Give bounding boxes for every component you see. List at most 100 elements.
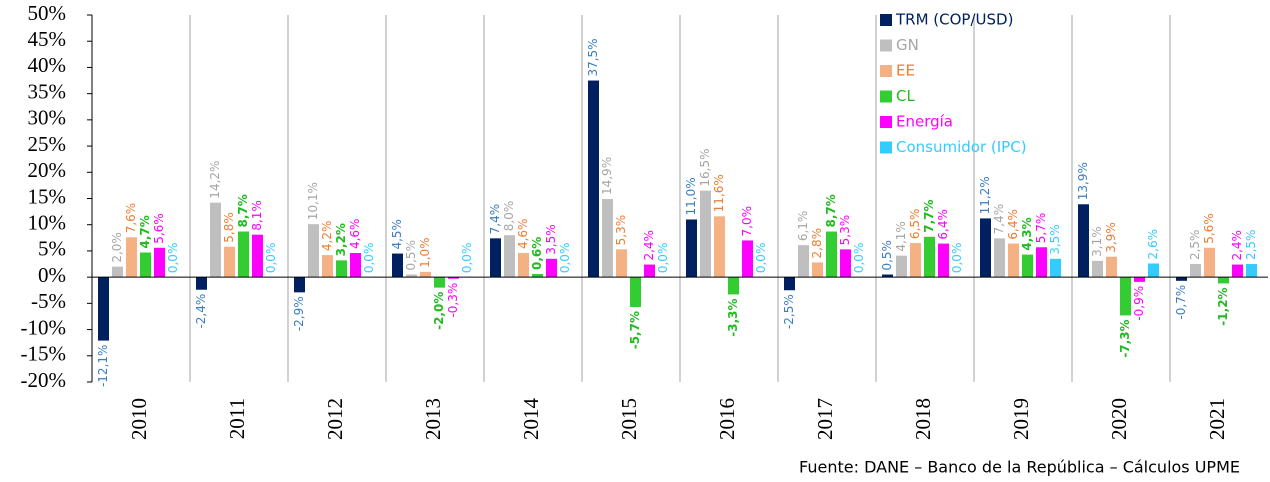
- value-label: 3,9%: [1104, 222, 1118, 253]
- y-tick-label: 40%: [28, 53, 67, 77]
- value-label: 0,0%: [362, 243, 376, 274]
- value-label: 5,3%: [838, 215, 852, 246]
- value-label: -0,3%: [446, 283, 460, 318]
- bar: [294, 277, 305, 293]
- y-tick-label: 5%: [38, 237, 66, 261]
- value-label: 5,6%: [152, 213, 166, 244]
- bar: [420, 271, 431, 278]
- y-tick-label: 20%: [28, 158, 67, 182]
- value-label: 4,2%: [320, 221, 334, 252]
- bar: [532, 273, 543, 278]
- value-label: 0,0%: [656, 243, 670, 274]
- bar: [224, 246, 235, 278]
- value-label: 7,4%: [992, 204, 1006, 235]
- x-tick-label: 2021: [1205, 398, 1229, 440]
- bar: [616, 249, 627, 278]
- y-tick-label: -5%: [31, 289, 66, 313]
- value-label: 8,7%: [824, 194, 838, 227]
- bar: [1204, 247, 1215, 278]
- bar: [630, 277, 641, 308]
- x-tick-label: 2019: [1009, 398, 1033, 440]
- value-label: 3,2%: [334, 223, 348, 256]
- value-label: 0,0%: [558, 243, 572, 274]
- value-label: 0,5%: [880, 240, 894, 271]
- bar: [1022, 254, 1033, 278]
- bar: [980, 218, 991, 278]
- bar: [154, 247, 165, 278]
- value-label: 0,0%: [460, 243, 474, 274]
- bar: [1036, 247, 1047, 278]
- value-label: 6,4%: [936, 209, 950, 240]
- value-label: 7,0%: [740, 206, 754, 237]
- bar: [826, 231, 837, 278]
- bar: [686, 219, 697, 278]
- value-label: 10,1%: [306, 182, 320, 220]
- value-label: 8,0%: [502, 201, 516, 232]
- y-tick-label: 0%: [38, 263, 66, 287]
- value-label: 0,6%: [530, 237, 544, 270]
- bar: [728, 277, 739, 295]
- bar: [112, 266, 123, 278]
- value-label: 8,1%: [250, 200, 264, 231]
- value-label: 5,8%: [222, 212, 236, 243]
- value-label: -12,1%: [96, 345, 110, 387]
- value-label: 4,7%: [138, 215, 152, 248]
- bar: [1218, 277, 1229, 284]
- value-label: 6,1%: [796, 211, 810, 242]
- value-label: -3,3%: [726, 298, 740, 336]
- legend-label: TRM (COP/USD): [895, 11, 1013, 29]
- x-tick-label: 2015: [617, 398, 641, 440]
- value-label: 3,5%: [1048, 224, 1062, 255]
- value-label: 37,5%: [586, 38, 600, 76]
- y-tick-label: 15%: [28, 184, 67, 208]
- value-label: 4,6%: [516, 219, 530, 250]
- bar: [322, 255, 333, 278]
- value-label: -2,0%: [432, 292, 446, 330]
- bar: [994, 238, 1005, 278]
- y-tick-label: 35%: [28, 79, 67, 103]
- bar: [882, 274, 893, 278]
- bar: [140, 252, 151, 278]
- bar: [644, 264, 655, 278]
- value-label: 2,6%: [1146, 229, 1160, 260]
- bar: [588, 80, 599, 278]
- value-label: -0,9%: [1132, 286, 1146, 321]
- bar: [350, 253, 361, 278]
- legend-label: CL: [896, 87, 915, 105]
- legend-swatch: [880, 90, 892, 103]
- y-tick-label: -10%: [21, 315, 67, 339]
- bar: [238, 231, 249, 278]
- bar: [504, 235, 515, 278]
- value-label: -0,7%: [1174, 285, 1188, 320]
- bar: [1176, 277, 1187, 281]
- value-label: -7,3%: [1118, 319, 1132, 357]
- value-label: 13,9%: [1076, 162, 1090, 200]
- value-label: 1,0%: [418, 237, 432, 268]
- value-label: 14,2%: [208, 161, 222, 199]
- y-tick-label: 10%: [28, 211, 67, 235]
- legend-swatch: [880, 65, 892, 77]
- value-label: -2,9%: [292, 296, 306, 331]
- legend-label: Consumidor (IPC): [896, 138, 1027, 156]
- bar: [448, 277, 459, 279]
- value-label: 2,4%: [642, 230, 656, 261]
- value-label: 11,6%: [712, 174, 726, 212]
- bar: [406, 274, 417, 278]
- value-label: 14,9%: [600, 157, 614, 195]
- value-label: 2,4%: [1230, 230, 1244, 261]
- bar: [196, 277, 207, 290]
- legend-label: GN: [896, 36, 919, 54]
- value-label: 0,0%: [950, 243, 964, 274]
- bar: [98, 277, 109, 341]
- value-label: 0,5%: [404, 240, 418, 271]
- value-label: -5,7%: [628, 311, 642, 349]
- bar: [1008, 243, 1019, 278]
- bar: [1246, 264, 1257, 278]
- bar: [1232, 264, 1243, 278]
- value-label: 11,2%: [978, 176, 992, 214]
- value-label: 4,1%: [894, 221, 908, 252]
- bar: [896, 255, 907, 278]
- value-label: 7,7%: [922, 199, 936, 232]
- bar: [938, 243, 949, 278]
